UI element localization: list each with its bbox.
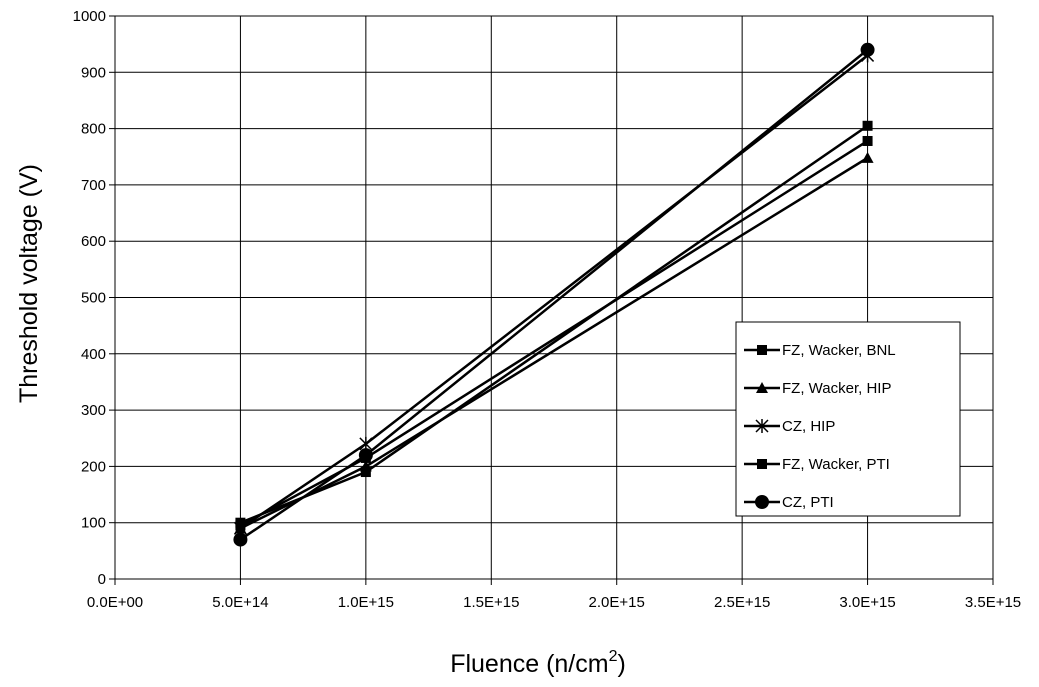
y-tick-label: 300 bbox=[81, 402, 106, 419]
x-axis-title-superscript: 2 bbox=[609, 648, 618, 665]
data-point-triangle bbox=[861, 151, 874, 163]
x-tick-label: 0.0E+00 bbox=[87, 594, 143, 611]
x-tick-label: 5.0E+14 bbox=[212, 594, 268, 611]
legend-entry: CZ, PTI bbox=[744, 494, 834, 511]
data-point-circle bbox=[233, 532, 248, 547]
data-point-square bbox=[862, 135, 873, 146]
y-tick-label: 1000 bbox=[73, 8, 106, 25]
series bbox=[233, 42, 875, 547]
x-tick-label: 3.5E+15 bbox=[965, 594, 1021, 611]
x-axis-title-end: ) bbox=[617, 650, 625, 678]
y-tick-label: 100 bbox=[81, 515, 106, 532]
y-tick-label: 900 bbox=[81, 64, 106, 81]
y-tick-label: 700 bbox=[81, 177, 106, 194]
data-point-star bbox=[755, 419, 769, 433]
legend-entry: FZ, Wacker, HIP bbox=[744, 380, 891, 397]
y-tick-label: 200 bbox=[81, 458, 106, 475]
x-tick-label: 2.0E+15 bbox=[589, 594, 645, 611]
x-tick-label: 1.0E+15 bbox=[338, 594, 394, 611]
legend-label: FZ, Wacker, HIP bbox=[782, 380, 891, 397]
x-tick-label: 3.0E+15 bbox=[839, 594, 895, 611]
legend-box bbox=[735, 321, 961, 517]
data-point-triangle bbox=[756, 382, 768, 393]
axis-ticks: 0 100 200 300 400 500 600 700 800 900 1000 0.0E+00 5… bbox=[73, 8, 1022, 611]
legend-entry: FZ, Wacker, PTI bbox=[744, 456, 890, 473]
legend-label: FZ, Wacker, BNL bbox=[782, 342, 896, 359]
y-axis-title: Threshold voltage (V) bbox=[15, 164, 43, 403]
legend-label: CZ, HIP bbox=[782, 418, 835, 435]
y-tick-label: 600 bbox=[81, 233, 106, 250]
x-tick-label: 1.5E+15 bbox=[463, 594, 519, 611]
legend-entry: FZ, Wacker, BNL bbox=[744, 342, 896, 359]
data-point-circle bbox=[755, 495, 769, 509]
y-tick-label: 800 bbox=[81, 121, 106, 138]
x-axis-title-main: Fluence (n/cm bbox=[450, 650, 608, 678]
y-tick-label: 0 bbox=[98, 571, 106, 588]
data-point-square bbox=[757, 345, 767, 355]
data-point-square bbox=[862, 120, 873, 131]
y-tick-label: 500 bbox=[81, 290, 106, 307]
data-point-square bbox=[360, 467, 371, 478]
legend: FZ, Wacker, BNL FZ, Wacker, HIP CZ, HIP FZ,… bbox=[735, 321, 961, 517]
series-lines bbox=[233, 42, 875, 547]
data-point-square bbox=[235, 520, 246, 531]
data-point-square bbox=[757, 459, 767, 469]
x-tick-label: 2.5E+15 bbox=[714, 594, 770, 611]
y-tick-label: 400 bbox=[81, 346, 106, 363]
legend-label: FZ, Wacker, PTI bbox=[782, 456, 890, 473]
legend-entry: CZ, HIP bbox=[744, 418, 835, 435]
data-point-triangle bbox=[359, 460, 372, 472]
data-point-circle bbox=[358, 448, 373, 463]
data-point-circle bbox=[860, 42, 875, 57]
legend-label: CZ, PTI bbox=[782, 494, 834, 511]
x-axis-title: Fluence (n/cm2) bbox=[450, 648, 626, 678]
